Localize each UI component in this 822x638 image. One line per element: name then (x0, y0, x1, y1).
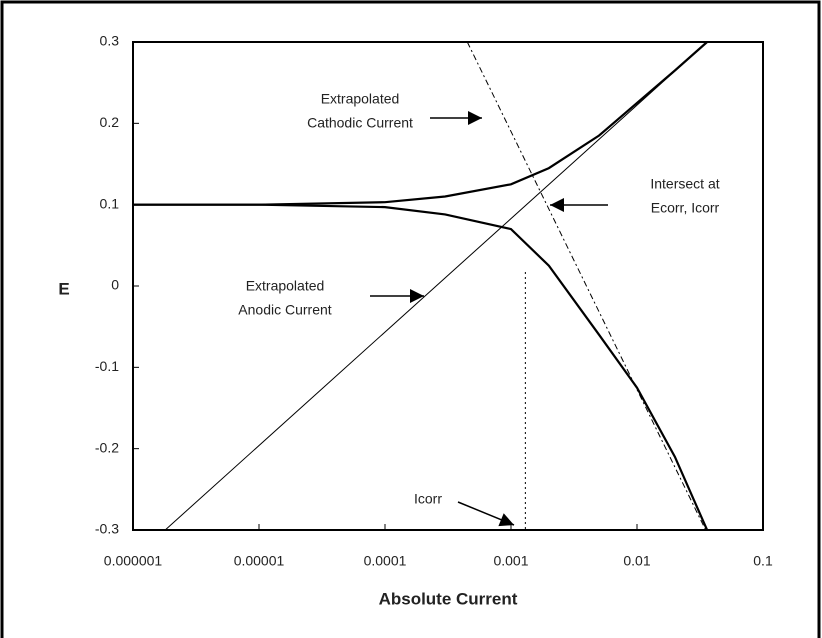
plot-area (133, 42, 763, 530)
x-tick-label: 0.1 (753, 553, 773, 569)
y-axis-title: E (58, 279, 69, 298)
annotation: Cathodic Current (307, 115, 413, 131)
arrow-head (550, 198, 564, 212)
annotation: Ecorr, Icorr (651, 200, 720, 216)
annotation: Extrapolated (246, 278, 325, 294)
arrow-head (468, 111, 482, 125)
x-tick-label: 0.000001 (104, 553, 163, 569)
y-tick-label: -0.3 (95, 521, 119, 537)
series-line (133, 42, 707, 205)
annotation: Anodic Current (238, 302, 331, 318)
x-tick-label: 0.00001 (234, 553, 285, 569)
x-tick-label: 0.01 (623, 553, 650, 569)
x-axis-title: Absolute Current (379, 589, 518, 608)
chart: Absolute Current E 0.3 0.2 0.1 0 -0.1 -0.2 -0.… (0, 0, 822, 638)
y-tick-label: 0.1 (100, 195, 120, 211)
x-tick-label: 0.001 (493, 553, 528, 569)
y-tick-label: 0 (111, 277, 119, 293)
annotation: Intersect at (650, 176, 719, 192)
x-tick-label: 0.0001 (364, 553, 407, 569)
y-tick-label: 0.2 (100, 114, 120, 130)
frame (2, 2, 819, 638)
arrow-head (410, 289, 424, 303)
annotation: Extrapolated (321, 91, 400, 107)
annotation: Icorr (414, 491, 442, 507)
series-line (467, 42, 705, 530)
y-tick-label: 0.3 (100, 33, 120, 49)
y-tick-label: -0.2 (95, 439, 119, 455)
y-tick-label: -0.1 (95, 358, 119, 374)
